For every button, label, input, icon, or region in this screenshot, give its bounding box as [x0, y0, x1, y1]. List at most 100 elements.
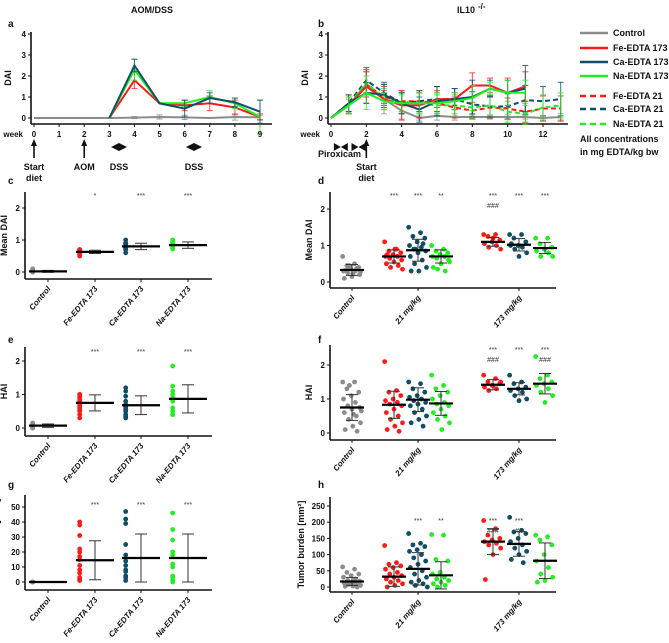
- y-tick-label: 3: [22, 51, 27, 60]
- data-point: [446, 578, 452, 583]
- group-ca-edta-173: [507, 232, 531, 259]
- x-tick-label: 3: [107, 130, 112, 139]
- y-tick-label: 2: [22, 72, 27, 81]
- data-point: [77, 408, 83, 414]
- data-point: [422, 389, 428, 395]
- x-tick-label: Control: [331, 445, 357, 473]
- x-tick-label: Na-EDTA 173: [154, 284, 193, 328]
- series-na-edta-173: [330, 75, 529, 119]
- data-point: [424, 413, 429, 419]
- legend-item: Na-EDTA 173: [580, 71, 669, 81]
- data-point: [170, 412, 176, 417]
- data-point: [414, 393, 420, 398]
- data-point: [419, 406, 425, 412]
- significance-stars: ***: [489, 193, 497, 200]
- data-point: [424, 584, 430, 590]
- y-tick-label: 10: [11, 563, 20, 572]
- y-tick-label: 1: [321, 242, 326, 251]
- group-control: [29, 579, 67, 585]
- data-point: [390, 565, 396, 570]
- data-point: [434, 576, 440, 582]
- data-point: [441, 246, 446, 252]
- data-point: [77, 415, 83, 421]
- data-point: [396, 428, 402, 434]
- panel-letter: a: [8, 19, 14, 30]
- data-point: [77, 549, 83, 555]
- group-na-edta-173: [169, 237, 207, 252]
- x-tick-label: Control: [331, 597, 357, 625]
- data-point: [520, 244, 525, 250]
- data-point: [395, 263, 401, 268]
- x-tick-label: Control: [27, 595, 53, 623]
- significance-stars: ***: [515, 347, 523, 354]
- y-tick-label: 2: [321, 361, 326, 370]
- legend-item: Fe-EDTA 173: [580, 43, 668, 53]
- group-ca-edta-173: [122, 237, 160, 256]
- data-point: [498, 379, 504, 385]
- data-point: [77, 563, 83, 568]
- y-tick-label: 250: [312, 502, 326, 511]
- data-point: [123, 509, 129, 514]
- x-tick-label: Control: [27, 441, 53, 469]
- data-point: [498, 545, 504, 551]
- title-superscript: -/-: [478, 2, 486, 11]
- panel-b: b -/-: [318, 2, 568, 158]
- data-point: [542, 400, 548, 405]
- data-point: [441, 532, 446, 538]
- data-point: [524, 548, 530, 554]
- significance-stars: ***: [541, 347, 549, 354]
- group-ca-edta-173: [507, 514, 531, 566]
- significance-stars: ***: [414, 518, 422, 525]
- data-point: [545, 534, 550, 540]
- data-point: [512, 393, 518, 398]
- data-point: [485, 532, 491, 538]
- y-axis-label: Mean DAI: [0, 215, 9, 256]
- data-point: [170, 564, 176, 570]
- y-axis-label: Tumor burden [mm²]: [0, 499, 1, 587]
- y-tick-label: 100: [312, 551, 326, 560]
- significance-stars: ***: [137, 502, 145, 509]
- data-point: [442, 582, 448, 588]
- data-point: [123, 398, 129, 404]
- chart-title: IL10: [457, 5, 475, 15]
- data-point: [340, 564, 346, 570]
- data-point: [170, 527, 176, 532]
- data-point: [442, 268, 448, 274]
- data-point: [519, 232, 524, 237]
- x-tick-label: Ca-EDTA 173: [107, 595, 146, 639]
- data-point: [388, 265, 393, 270]
- data-point: [433, 557, 439, 562]
- data-point: [493, 232, 498, 237]
- x-tick-label: 173 mg/kg: [491, 445, 523, 481]
- data-point: [519, 379, 524, 385]
- data-point: [516, 254, 522, 259]
- dss-period-icon: [111, 143, 127, 151]
- legend-label: Ca-EDTA 173: [613, 57, 669, 67]
- y-tick-label: 0: [319, 114, 324, 123]
- y-tick-label: 0: [16, 424, 21, 433]
- x-tick-label: 10: [503, 130, 512, 139]
- data-point: [550, 393, 556, 398]
- data-point: [350, 583, 356, 589]
- legend-item: Ca-EDTA 21: [580, 104, 664, 114]
- data-point: [411, 555, 417, 561]
- data-point: [541, 552, 547, 557]
- group-na-edta-173: [169, 510, 207, 585]
- x-tick-label: Fe-EDTA 173: [61, 284, 99, 327]
- x-tick-label: Control: [27, 284, 53, 312]
- data-point: [546, 386, 551, 392]
- y-tick-label: 150: [312, 534, 326, 543]
- significance-stars: ***: [184, 193, 192, 200]
- data-point: [537, 376, 543, 381]
- data-point: [170, 398, 176, 404]
- data-point: [442, 413, 448, 419]
- group-ca-edta-173: [122, 385, 160, 421]
- data-point: [123, 563, 129, 568]
- data-point: [422, 544, 428, 549]
- significance-stars: ***: [515, 518, 523, 525]
- data-point: [400, 581, 405, 587]
- legend-note: All concentrations: [580, 134, 659, 144]
- significance-stars: ***: [137, 349, 145, 356]
- panel-letter: f: [318, 335, 322, 346]
- data-point: [123, 250, 129, 256]
